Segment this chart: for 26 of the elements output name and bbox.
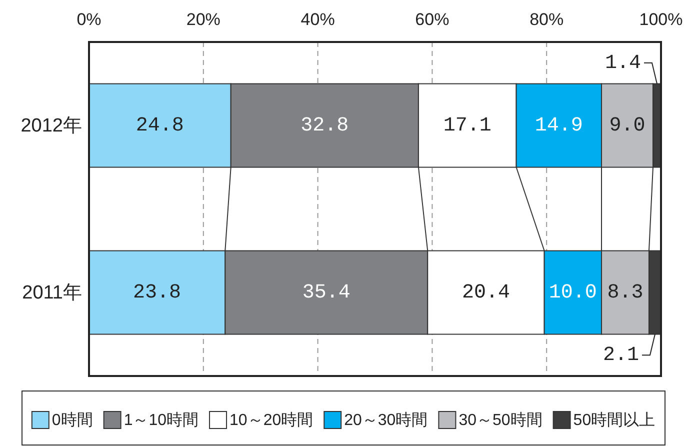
data-label: 8.3 <box>607 281 644 304</box>
data-label: 35.4 <box>302 281 350 304</box>
data-label: 32.8 <box>300 114 349 137</box>
x-tick-label: 100% <box>639 10 683 29</box>
data-label: 1.4 <box>604 51 641 74</box>
legend-label: 30～50時間 <box>458 410 542 428</box>
y-tick-label: 2011年 <box>22 282 82 303</box>
data-label: 14.9 <box>534 114 583 137</box>
legend-label: 50時間以上 <box>573 410 656 428</box>
data-label: 20.4 <box>462 281 510 304</box>
legend-label: 1～10時間 <box>124 410 199 428</box>
data-label: 2.1 <box>602 344 639 367</box>
legend-label: 20～30時間 <box>344 410 428 428</box>
data-label: 24.8 <box>136 114 184 137</box>
x-tick-label: 0% <box>76 10 102 29</box>
x-tick-label: 60% <box>415 10 450 29</box>
y-tick-label: 2012年 <box>20 115 82 136</box>
x-tick-label: 40% <box>300 10 335 29</box>
x-tick-label: 80% <box>530 10 564 29</box>
data-label: 9.0 <box>609 114 646 137</box>
data-label: 23.8 <box>133 281 182 304</box>
data-label: 10.0 <box>548 281 597 304</box>
legend-label: 10～20時間 <box>230 410 314 428</box>
x-tick-label: 20% <box>186 10 220 29</box>
data-label: 17.1 <box>443 114 492 137</box>
legend-label: 0時間 <box>52 410 93 428</box>
